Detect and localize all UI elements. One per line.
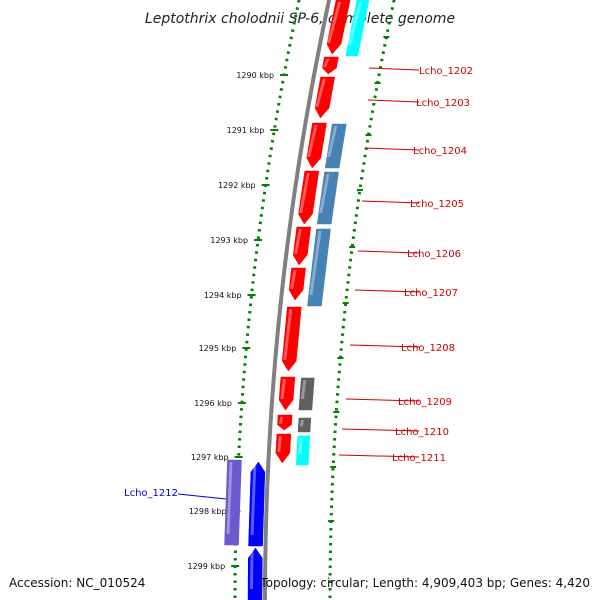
- gene-leader-line: [354, 289, 420, 293]
- gene-leader-line: [338, 454, 420, 458]
- ruler-tick-label: 1293 kbp: [210, 236, 248, 245]
- gene-feature-reverse-1[interactable]: [248, 461, 266, 547]
- label-layer: Lcho_1202 Lcho_1203 Lcho_1204 Lcho_1205 Lcho…: [124, 66, 473, 500]
- genome-backbone-line: [263, 0, 332, 600]
- ruler-tick-label: 1295 kbp: [199, 344, 237, 353]
- gene-leader-line: [349, 344, 420, 348]
- gene-feature-reverse-2[interactable]: [247, 547, 263, 600]
- ruler-tick-label: 1292 kbp: [218, 181, 256, 190]
- accession-text: Accession: NC_010524: [9, 576, 146, 590]
- ruler-tick-label: 1294 kbp: [204, 291, 242, 300]
- ruler-layer: 1290 kbp 1291 kbp 1292 kbp 1293 kbp 1294 kbp…: [188, 0, 396, 600]
- gene-leader-line: [364, 147, 420, 151]
- cog-track-box-blue-2[interactable]: [316, 171, 339, 225]
- gene-leader-line: [367, 99, 420, 103]
- gene-feature-forward-11[interactable]: [275, 433, 292, 464]
- gene-label[interactable]: Lcho_1211: [392, 453, 446, 464]
- feature-layer: [224, 0, 370, 600]
- ruler-tick-label: 1290 kbp: [236, 71, 274, 80]
- gene-label[interactable]: Lcho_1204: [413, 146, 467, 157]
- cog-track-box-cyan-2[interactable]: [295, 435, 311, 466]
- gene-leader-line: [368, 67, 420, 71]
- gene-label[interactable]: Lcho_1207: [404, 288, 458, 299]
- gene-feature-forward-6[interactable]: [292, 226, 312, 266]
- cog-track-box-cyan-1[interactable]: [345, 0, 370, 57]
- gene-label[interactable]: Lcho_1208: [401, 343, 455, 354]
- gene-leader-line: [177, 493, 227, 500]
- gene-feature-forward-5[interactable]: [298, 170, 320, 225]
- gene-leader-line: [361, 200, 420, 204]
- ruler-tick-label: 1291 kbp: [227, 126, 265, 135]
- cog-track-box-gray-2[interactable]: [297, 417, 312, 433]
- gene-label[interactable]: Lcho_1203: [416, 98, 470, 109]
- ruler-tick-label: 1298 kbp: [189, 507, 227, 516]
- gene-label[interactable]: Lcho_1202: [419, 66, 473, 77]
- gene-label[interactable]: Lcho_1210: [395, 427, 449, 438]
- gene-label[interactable]: Lcho_1209: [398, 397, 452, 408]
- gene-label[interactable]: Lcho_1206: [407, 249, 461, 260]
- ruler-tick-label: 1297 kbp: [191, 453, 229, 462]
- gene-feature-forward-9[interactable]: [278, 376, 296, 411]
- gene-feature-forward-1[interactable]: [326, 0, 351, 55]
- gene-feature-forward-4[interactable]: [306, 122, 327, 169]
- topology-text: Topology: circular; Length: 4,909,403 bp…: [260, 576, 590, 590]
- genome-title: Leptothrix cholodnii SP-6, complete geno…: [145, 11, 455, 27]
- ruler-tick-label: 1299 kbp: [188, 562, 226, 571]
- gene-feature-forward-3[interactable]: [314, 76, 335, 119]
- gene-label[interactable]: Lcho_1212: [124, 488, 178, 499]
- gene-feature-forward-7[interactable]: [288, 267, 306, 301]
- cog-track-box-blue-3[interactable]: [307, 228, 331, 307]
- gene-leader-line: [341, 428, 420, 432]
- cog-track-box-purple-1[interactable]: [224, 459, 242, 546]
- gene-label[interactable]: Lcho_1205: [410, 199, 464, 210]
- gene-feature-forward-8[interactable]: [281, 306, 302, 372]
- cog-track-box-blue-1[interactable]: [324, 123, 347, 169]
- gene-leader-line: [357, 250, 420, 254]
- gene-leader-line: [345, 398, 420, 402]
- ruler-tick-label: 1296 kbp: [194, 399, 232, 408]
- gene-feature-forward-2[interactable]: [322, 56, 339, 75]
- cog-track-box-gray-1[interactable]: [298, 377, 315, 411]
- gene-feature-forward-10[interactable]: [277, 414, 293, 431]
- ruler-outer-dotted-line: [328, 0, 396, 600]
- backbone-layer: [263, 0, 332, 600]
